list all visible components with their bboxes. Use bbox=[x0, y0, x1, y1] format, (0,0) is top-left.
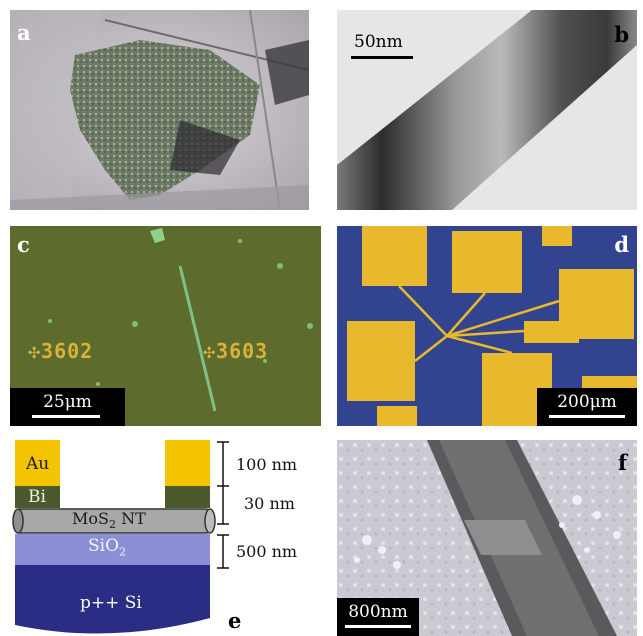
marker-left-number: 3602 bbox=[41, 339, 94, 363]
panel-d-scale-bar bbox=[549, 415, 625, 418]
dimension-brackets bbox=[217, 441, 229, 569]
panel-f-scale-box: 800nm bbox=[337, 598, 419, 636]
panel-f-scale-bar bbox=[345, 625, 411, 628]
panel-a: a bbox=[10, 10, 309, 210]
crosshair-icon: ✣ bbox=[203, 339, 217, 363]
panel-d-scale-box: 200μm bbox=[537, 388, 637, 426]
si-label: p++ Si bbox=[80, 593, 142, 613]
bi-label: Bi bbox=[28, 487, 46, 507]
bi-right bbox=[165, 486, 210, 508]
crosshair-icon: ✣ bbox=[28, 339, 42, 363]
panel-c-scale-box: 25μm bbox=[10, 388, 125, 426]
sio2-layer bbox=[15, 534, 210, 565]
panel-c-marker-left: ✣3602 bbox=[28, 339, 93, 363]
panel-b-label: b bbox=[614, 22, 629, 47]
bi-left bbox=[15, 486, 60, 508]
panel-f-scale-label: 800nm bbox=[348, 602, 408, 622]
panel-b: b 50nm bbox=[337, 10, 637, 210]
panel-b-image bbox=[337, 10, 637, 210]
panel-c-scale-bar bbox=[32, 415, 100, 418]
au-label: Au bbox=[26, 454, 50, 474]
panel-e-schematic bbox=[12, 440, 229, 636]
panel-c-label: c bbox=[17, 232, 30, 257]
panel-e-label: e bbox=[228, 608, 242, 633]
panel-b-scale-bar bbox=[351, 56, 413, 59]
panel-d-scale-label: 200μm bbox=[557, 392, 617, 412]
marker-right-number: 3603 bbox=[216, 339, 269, 363]
panel-f-image bbox=[337, 440, 637, 636]
panel-c-scale-label: 25μm bbox=[43, 392, 92, 412]
panel-e: Au Bi MoS2 NT SiO2 p++ Si 100 nm 30 nm 5… bbox=[10, 440, 330, 636]
si-layer bbox=[15, 565, 210, 636]
panel-a-image bbox=[10, 10, 309, 210]
panel-b-scale-label: 50nm bbox=[354, 32, 403, 52]
panel-a-label: a bbox=[17, 20, 31, 45]
panel-c-marker-right: ✣3603 bbox=[203, 339, 268, 363]
dim-sio2: 500 nm bbox=[236, 542, 298, 561]
panel-f-label: f bbox=[617, 450, 627, 475]
panel-f: f 800nm bbox=[337, 440, 637, 636]
sio2-label: SiO2 bbox=[88, 536, 127, 559]
au-left bbox=[15, 440, 60, 486]
panel-d-label: d bbox=[614, 232, 629, 257]
dim-bi: 30 nm bbox=[244, 494, 295, 513]
nanotube-label: MoS2 NT bbox=[72, 509, 146, 532]
dim-au: 100 nm bbox=[236, 455, 298, 474]
au-right bbox=[165, 440, 210, 486]
panel-c: c ✣3602 ✣3603 25μm bbox=[10, 226, 321, 426]
panel-d: d 200μm bbox=[337, 226, 637, 426]
